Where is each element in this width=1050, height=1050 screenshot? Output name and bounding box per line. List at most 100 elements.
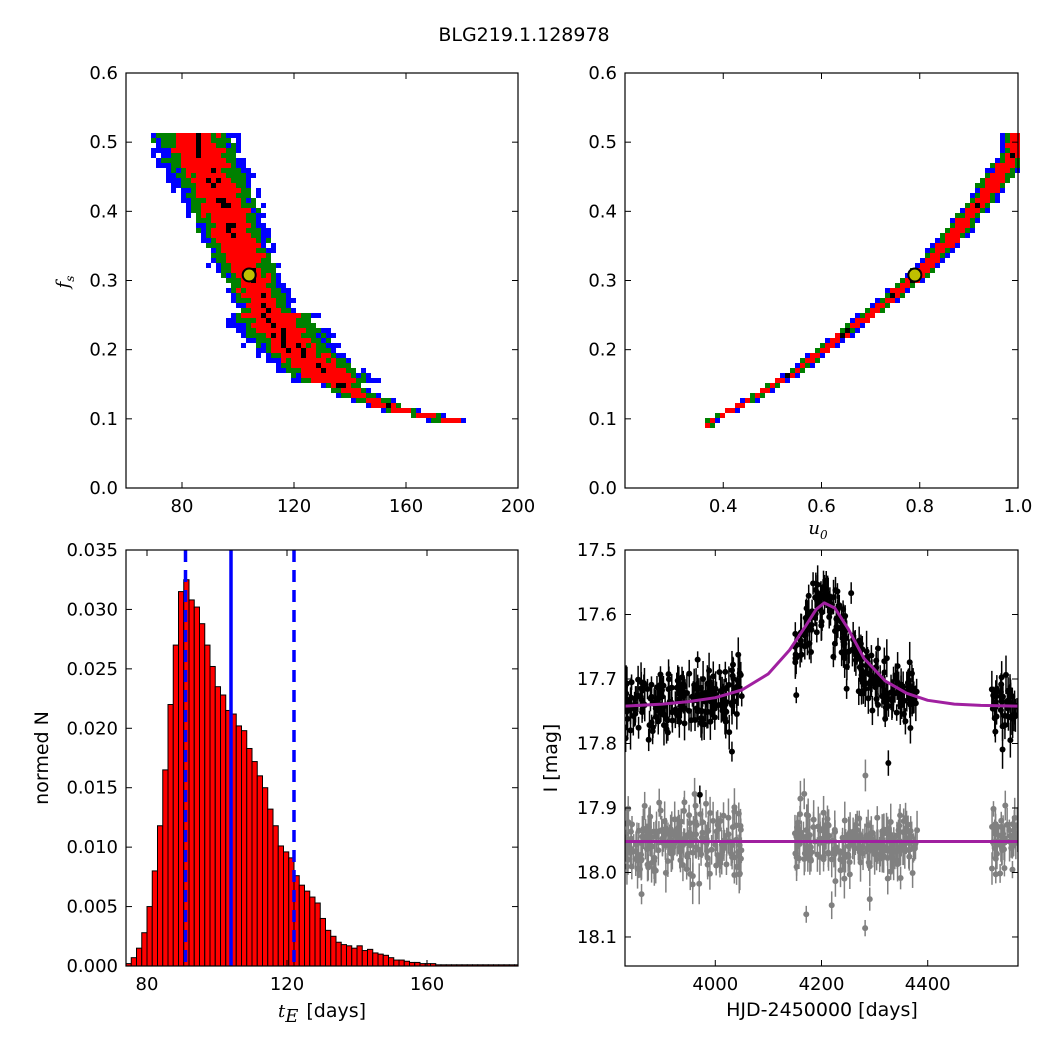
heatmap-cell <box>281 348 286 353</box>
heatmap-cell <box>960 223 965 228</box>
data-point <box>842 853 849 860</box>
data-point <box>710 673 717 680</box>
data-point <box>881 658 888 665</box>
heatmap-cell <box>266 238 271 243</box>
heatmap-cell <box>281 358 286 363</box>
heatmap-cell <box>266 263 271 268</box>
histogram-bar <box>372 952 379 967</box>
heatmap-cell <box>825 348 830 353</box>
data-point <box>736 670 743 677</box>
heatmap-cell <box>261 318 266 323</box>
heatmap-cell <box>965 213 970 218</box>
data-point <box>703 800 710 807</box>
data-point <box>807 857 814 864</box>
heatmap-cell <box>226 243 231 248</box>
data-point <box>633 841 640 848</box>
heatmap-cell <box>226 253 231 258</box>
heatmap-cell <box>236 288 241 293</box>
ylabel: fs <box>53 276 77 291</box>
heatmap-cell <box>181 133 186 138</box>
heatmap-cell <box>800 368 805 373</box>
x-tick-label: 120 <box>270 974 304 995</box>
heatmap-cell <box>256 188 261 193</box>
data-point <box>884 875 891 882</box>
heatmap-cell <box>311 358 316 363</box>
heatmap-cell <box>231 178 236 183</box>
heatmap-cell <box>316 313 321 318</box>
heatmap-cell <box>1000 138 1005 143</box>
heatmap-cell <box>895 293 900 298</box>
tick-group: 80 120 160 200 0.0 0.1 0.2 0.3 0.4 0.5 0.6 <box>89 63 535 517</box>
data-point <box>657 681 664 688</box>
data-point <box>889 695 896 702</box>
heatmap-cell <box>271 323 276 328</box>
heatmap-cell <box>266 333 271 338</box>
heatmap-cell <box>281 318 286 323</box>
heatmap-cell <box>191 203 196 208</box>
data-point <box>869 707 876 714</box>
heatmap-cell <box>166 143 171 148</box>
heatmap-cell <box>905 278 910 283</box>
heatmap-cell <box>201 213 206 218</box>
heatmap-cell <box>276 318 281 323</box>
heatmap-cell <box>336 363 341 368</box>
heatmap-cell <box>216 268 221 273</box>
histogram-bar <box>309 896 316 967</box>
y-tick-label: 0.020 <box>66 718 118 739</box>
heatmap-cell <box>201 158 206 163</box>
heatmap-cell <box>251 313 256 318</box>
heatmap-cell <box>181 138 186 143</box>
data-point <box>833 625 840 632</box>
data-point <box>630 848 637 855</box>
heatmap-cell <box>236 218 241 223</box>
heatmap-cell <box>151 153 156 158</box>
heatmap-cell <box>231 163 236 168</box>
ylabel: I [mag] <box>540 724 562 793</box>
heatmap-cell <box>166 173 171 178</box>
data-point <box>660 722 667 729</box>
heatmap-cell <box>311 373 316 378</box>
heatmap-cell <box>241 318 246 323</box>
heatmap-cell <box>241 208 246 213</box>
data-point <box>841 875 848 882</box>
heatmap-cell <box>341 353 346 358</box>
heatmap-cell <box>1005 138 1010 143</box>
heatmap-cell <box>825 343 830 348</box>
heatmap-cell <box>206 163 211 168</box>
heatmap-cell <box>950 228 955 233</box>
heatmap-cell <box>266 258 271 263</box>
heatmap-cell <box>251 203 256 208</box>
heatmap-cell <box>236 303 241 308</box>
heatmap-cell <box>236 268 241 273</box>
histogram-bar <box>251 761 258 967</box>
axes-frame <box>624 72 1019 489</box>
heatmap-cell <box>261 203 266 208</box>
heatmap-cell <box>236 248 241 253</box>
heatmap-cell <box>276 338 281 343</box>
data-point <box>890 835 897 842</box>
y-tick-label: 17.5 <box>577 540 617 561</box>
heatmap-cell <box>291 358 296 363</box>
data-point <box>720 812 727 819</box>
heatmap-cell <box>256 288 261 293</box>
histogram-bar <box>204 644 211 967</box>
heatmap-cell <box>995 168 1000 173</box>
data-point <box>903 828 910 835</box>
data-point <box>625 680 630 687</box>
heatmap-cell <box>211 153 216 158</box>
heatmap-cell <box>241 243 246 248</box>
heatmap-cell <box>291 308 296 313</box>
heatmap-cell <box>316 333 321 338</box>
heatmap-cell <box>750 393 755 398</box>
heatmap-cell <box>366 388 371 393</box>
heatmap-cell <box>755 393 760 398</box>
heatmap-cell <box>231 243 236 248</box>
data-point <box>735 651 742 658</box>
data-point <box>862 669 869 676</box>
data-point <box>666 829 673 836</box>
heatmap-cell <box>1005 168 1010 173</box>
heatmap-cell <box>216 163 221 168</box>
heatmap-cell <box>945 248 950 253</box>
heatmap-cell <box>301 373 306 378</box>
heatmap-cell <box>241 198 246 203</box>
